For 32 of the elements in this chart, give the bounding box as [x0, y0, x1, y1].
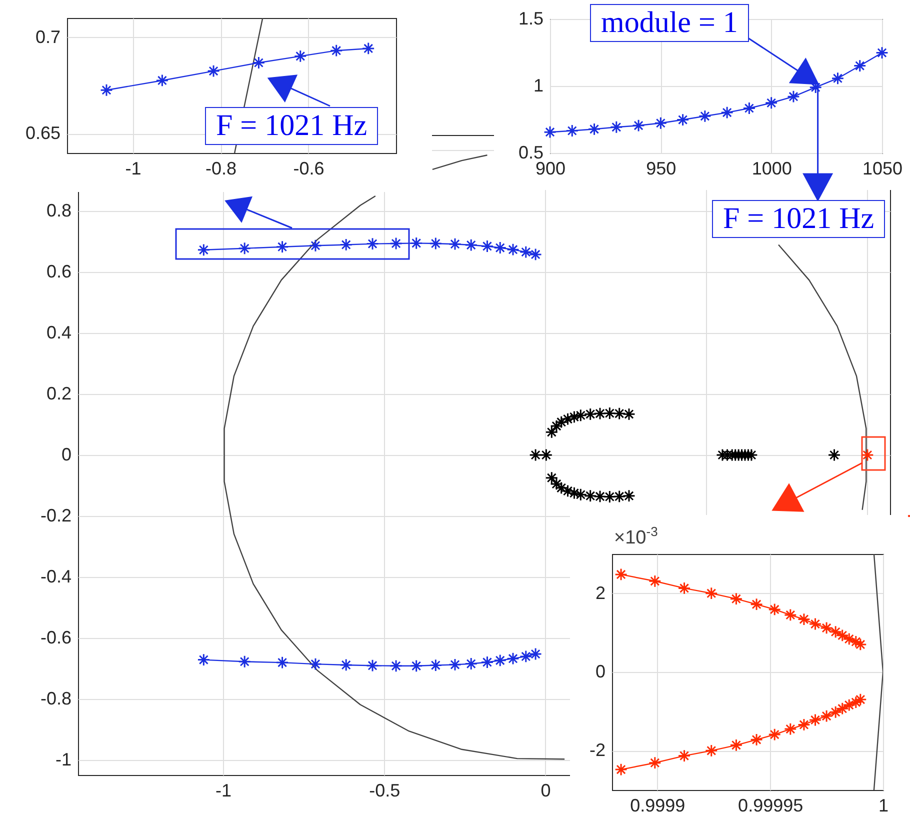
annotation: F = 1021 Hz [205, 107, 378, 145]
y-tick-label: 0.6 [46, 262, 72, 282]
y-tick-label: 0 [61, 444, 72, 464]
x-tick-label: 1 [878, 796, 889, 816]
y-tick-label: 0.7 [35, 26, 60, 47]
x-tick-label: 0.99995 [738, 796, 804, 816]
y-tick-label: 0 [595, 662, 606, 682]
y-tick-label: 1 [533, 76, 544, 96]
y-tick-label: -0.2 [40, 505, 72, 526]
y-tick-label: 0.2 [46, 384, 72, 404]
y-tick-label: -0.4 [40, 566, 72, 586]
y-tick-label: -1 [55, 749, 72, 770]
x-tick-label: -0.5 [369, 780, 400, 800]
y-tick-label: 1.5 [518, 8, 544, 28]
x-tick-label: -1 [215, 780, 232, 800]
x-tick-label: -0.8 [206, 158, 237, 178]
x-tick-label: -0.6 [293, 158, 324, 178]
y-tick-label: -0.6 [40, 627, 72, 648]
y-tick-label: 0.8 [46, 200, 72, 221]
x-tick-label: 950 [646, 158, 676, 178]
x-tick-label: 0.9999 [630, 796, 686, 816]
annotation: module = 1 [590, 4, 749, 42]
annotation: ×10$^{-3}$ [614, 524, 658, 550]
y-tick-label: -0.8 [40, 688, 72, 708]
x-tick-label: -1 [125, 158, 142, 178]
annotation: F = 1021 Hz [712, 200, 886, 238]
y-tick-label: -2 [589, 740, 606, 760]
y-tick-label: 0.65 [25, 123, 60, 144]
x-tick-label: 1000 [752, 158, 792, 178]
y-tick-label: 0.4 [46, 322, 72, 343]
x-tick-label: 1050 [862, 158, 903, 178]
y-tick-label: 2 [595, 582, 606, 603]
